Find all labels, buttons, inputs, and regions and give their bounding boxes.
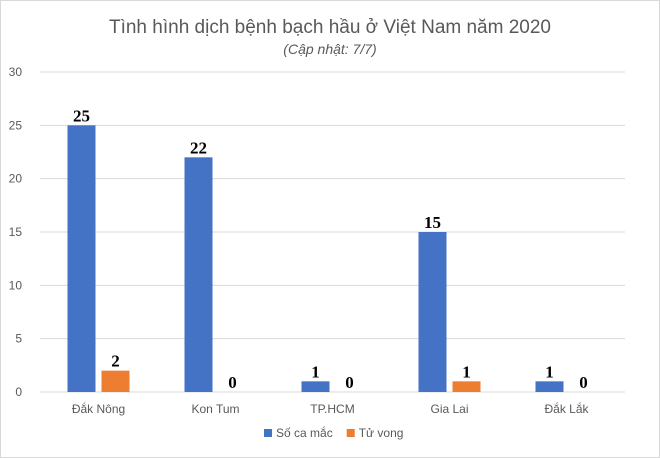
bar-deaths [452,381,481,392]
legend-label: Tử vong [359,426,404,440]
bar-cases [67,125,96,392]
y-tick-label: 30 [9,65,23,79]
y-tick-label: 20 [9,172,23,186]
bar-cases [535,381,564,392]
y-tick-label: 0 [15,385,22,399]
y-tick-label: 10 [9,278,23,292]
data-label: 2 [111,352,120,371]
x-axis-categories: Đắk Nông Kon Tum TP.HCM Gia Lai Đắk Lắk [72,401,590,416]
category-label: TP.HCM [310,402,354,416]
data-label: 1 [545,362,554,381]
data-label: 22 [190,138,207,157]
data-label: 0 [228,373,237,392]
data-label: 15 [424,213,441,232]
y-tick-label: 15 [9,225,23,239]
y-tick-label: 25 [9,118,23,132]
legend-swatch [346,429,355,437]
y-axis-ticks: 0 5 10 15 20 25 30 [9,65,23,399]
category-label: Đắk Nông [72,401,125,416]
chart-title: Tình hình dịch bệnh bạch hầu ở Việt Nam … [109,17,551,38]
legend-swatch [264,429,272,437]
data-label: 0 [345,373,354,392]
category-label: Đắk Lắk [544,401,589,416]
bar-cases [301,381,330,392]
bar-cases [418,232,447,392]
legend: Số ca mắc Tử vong [264,425,403,440]
chart-subtitle: (Cập nhật: 7/7) [283,41,376,57]
data-label: 0 [579,373,588,392]
category-label: Kon Tum [191,402,239,416]
data-label: 25 [73,106,90,125]
data-label: 1 [311,362,320,381]
bar-cases [184,157,213,392]
legend-label: Số ca mắc [276,425,333,440]
gridlines [40,71,625,393]
data-label: 1 [462,362,471,381]
bars [67,125,564,392]
y-tick-label: 5 [15,332,22,346]
category-label: Gia Lai [430,402,468,416]
bar-deaths [101,370,130,392]
